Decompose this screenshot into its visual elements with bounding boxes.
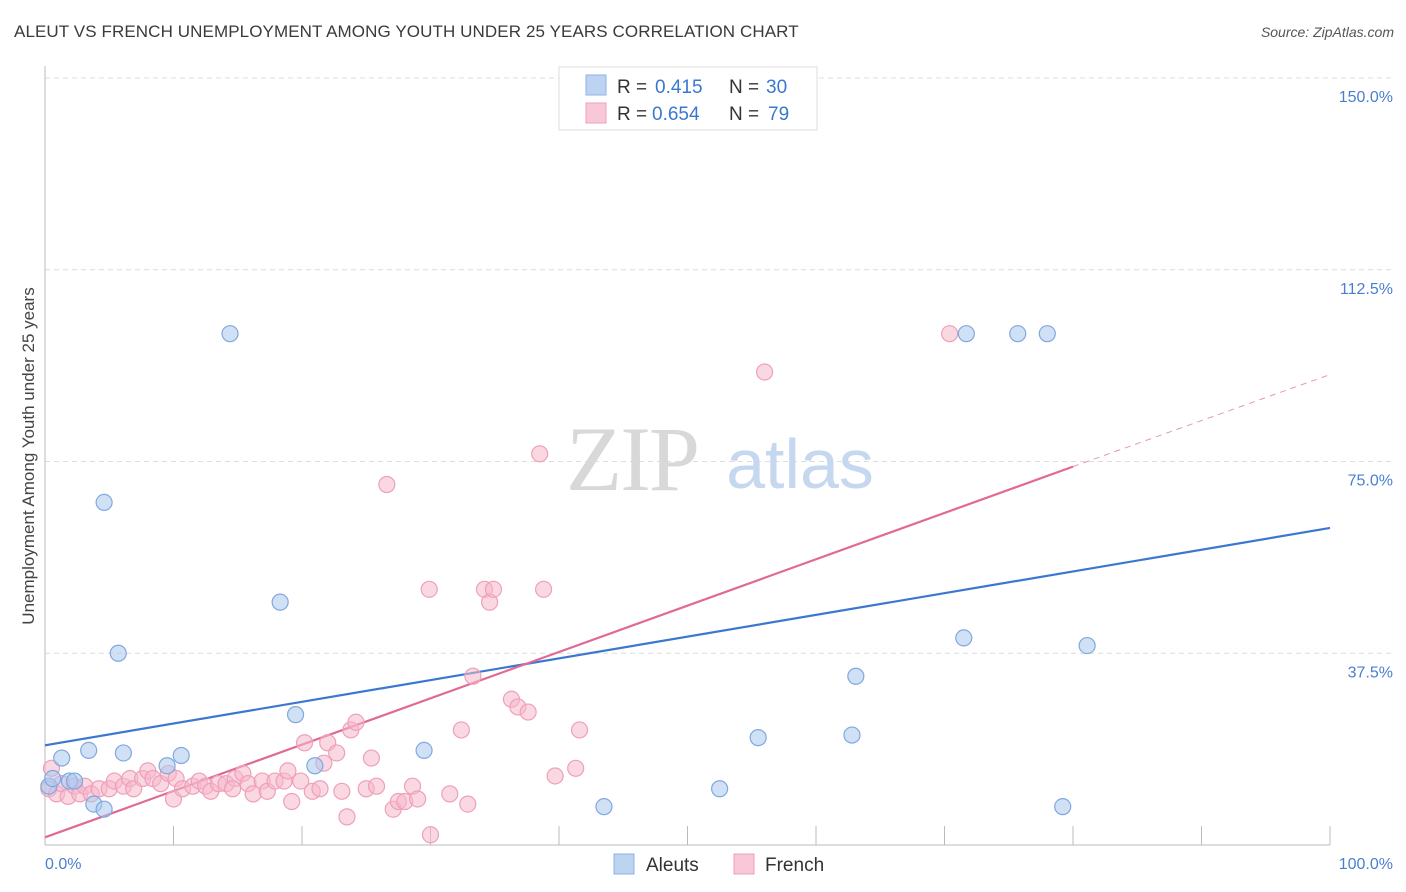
french-point bbox=[224, 780, 242, 798]
aleuts-point bbox=[1078, 636, 1096, 655]
aleuts-trend-line bbox=[44, 526, 1331, 747]
legend-n-label-0: N = bbox=[729, 77, 759, 98]
french-trend-extension bbox=[1072, 374, 1331, 468]
y-tick-label-1: 75.0% bbox=[1348, 473, 1393, 490]
french-point bbox=[311, 780, 329, 798]
aleuts-point bbox=[221, 325, 239, 343]
series-legend: Aleuts French bbox=[613, 853, 824, 876]
french-point bbox=[378, 475, 396, 494]
french-point bbox=[328, 744, 346, 762]
french-point bbox=[452, 721, 470, 739]
bottom-legend-aleuts: Aleuts bbox=[646, 855, 699, 876]
french-point bbox=[519, 703, 537, 721]
aleuts-point bbox=[44, 769, 62, 788]
aleuts-point bbox=[957, 325, 975, 343]
french-point bbox=[338, 808, 356, 826]
aleuts-point bbox=[95, 493, 113, 512]
french-point bbox=[531, 445, 549, 463]
watermark-atlas: atlas bbox=[726, 425, 874, 503]
french-point bbox=[279, 762, 297, 780]
french-point bbox=[421, 826, 440, 844]
french-point bbox=[567, 759, 585, 777]
aleuts-point bbox=[109, 644, 127, 662]
aleuts-point bbox=[749, 729, 767, 747]
aleuts-point bbox=[95, 800, 113, 818]
legend-r-label-1: R = bbox=[617, 104, 647, 125]
french-point bbox=[347, 713, 365, 731]
chart-title: ALEUT VS FRENCH UNEMPLOYMENT AMONG YOUTH… bbox=[14, 22, 799, 41]
watermark-zip: ZIP bbox=[566, 408, 698, 510]
french-point bbox=[283, 792, 301, 811]
aleuts-point bbox=[286, 706, 305, 724]
y-axis-label: Unemployment Among Youth under 25 years bbox=[19, 287, 38, 624]
legend-r-value-1: 0.654 bbox=[652, 104, 700, 125]
x-tick-label-1: 100.0% bbox=[1339, 856, 1393, 873]
french-point bbox=[464, 667, 482, 685]
aleuts-point bbox=[80, 741, 98, 760]
french-point bbox=[755, 363, 774, 381]
aleuts-point bbox=[172, 746, 190, 765]
french-point bbox=[459, 795, 477, 813]
french-point bbox=[295, 734, 314, 752]
french-point bbox=[570, 721, 589, 739]
source-credit: Source: ZipAtlas.com bbox=[1260, 24, 1394, 40]
french-point bbox=[367, 777, 386, 795]
legend-n-label-1: N = bbox=[729, 104, 759, 125]
aleuts-point bbox=[595, 798, 613, 816]
french-point bbox=[292, 772, 310, 790]
aleuts-point bbox=[1009, 325, 1027, 343]
correlation-legend: R = 0.415 N = 30 R = 0.654 N = 79 bbox=[558, 66, 818, 131]
grid-lines bbox=[45, 77, 1395, 654]
aleuts-point bbox=[65, 772, 84, 790]
watermark: ZIP atlas bbox=[566, 408, 874, 510]
legend-r-label-0: R = bbox=[617, 77, 647, 98]
legend-swatch-aleuts bbox=[585, 74, 607, 96]
aleuts-point bbox=[711, 780, 729, 798]
french-point bbox=[362, 749, 380, 767]
legend-n-value-1: 79 bbox=[768, 104, 789, 125]
y-tick-label-2: 112.5% bbox=[1340, 281, 1393, 298]
bottom-legend-swatch-aleuts bbox=[613, 853, 635, 875]
french-point bbox=[534, 580, 553, 598]
aleuts-point bbox=[158, 757, 176, 775]
aleuts-points bbox=[40, 325, 1096, 818]
french-point bbox=[333, 782, 351, 800]
aleuts-point bbox=[271, 593, 289, 611]
legend-n-value-0: 30 bbox=[766, 77, 787, 98]
legend-r-value-0: 0.415 bbox=[655, 77, 703, 98]
tick-labels: 37.5% 75.0% 112.5% 150.0% 0.0% 100.0% bbox=[45, 89, 1393, 873]
bottom-legend-swatch-french bbox=[733, 853, 755, 875]
aleuts-point bbox=[114, 744, 132, 762]
french-point bbox=[441, 785, 459, 803]
aleuts-point bbox=[847, 667, 865, 685]
french-point bbox=[546, 767, 564, 785]
french-point bbox=[409, 790, 427, 808]
aleuts-point bbox=[843, 726, 861, 744]
y-tick-label-3: 150.0% bbox=[1339, 89, 1393, 106]
aleuts-point bbox=[306, 757, 324, 775]
aleuts-point bbox=[1038, 325, 1056, 343]
french-point bbox=[420, 580, 438, 598]
x-tick-label-0: 0.0% bbox=[45, 856, 81, 873]
aleuts-point bbox=[1054, 798, 1072, 816]
french-point bbox=[941, 325, 959, 343]
aleuts-point bbox=[955, 629, 973, 647]
bottom-legend-french: French bbox=[765, 855, 824, 876]
french-point bbox=[484, 580, 503, 598]
aleuts-point bbox=[415, 741, 433, 760]
aleuts-point bbox=[53, 749, 71, 767]
y-tick-label-0: 37.5% bbox=[1348, 664, 1393, 681]
french-points bbox=[40, 325, 959, 844]
legend-swatch-french bbox=[585, 102, 607, 124]
